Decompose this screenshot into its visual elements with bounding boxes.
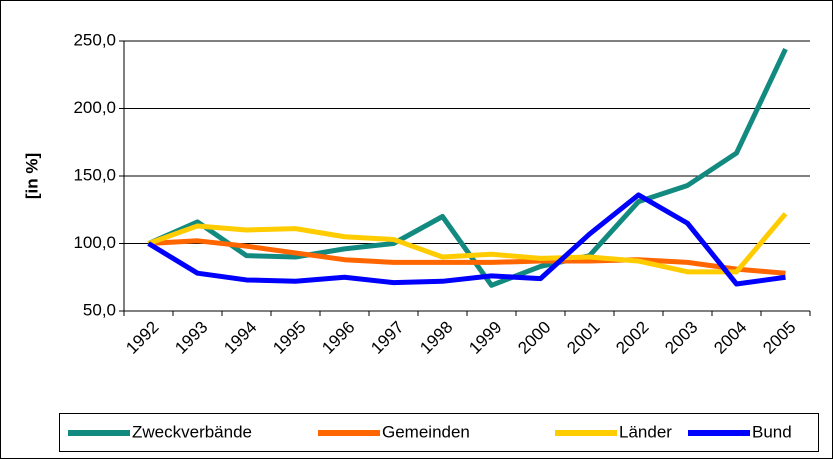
series-line (147, 192, 786, 287)
y-tick-label: 150,0 (73, 165, 116, 184)
y-tick-label: 50,0 (83, 300, 116, 319)
y-tick-label: 100,0 (73, 233, 116, 252)
y-tick-label: 200,0 (73, 98, 116, 117)
y-axis-title: [in %] (22, 153, 41, 199)
series-line (148, 238, 786, 276)
series-line (147, 212, 788, 275)
legend-label: Zweckverbände (132, 422, 252, 441)
legend-label: Länder (619, 422, 672, 441)
legend-label: Bund (752, 422, 792, 441)
y-tick-label: 250,0 (73, 30, 116, 49)
legend-label: Gemeinden (382, 422, 470, 441)
series-line (147, 48, 788, 288)
